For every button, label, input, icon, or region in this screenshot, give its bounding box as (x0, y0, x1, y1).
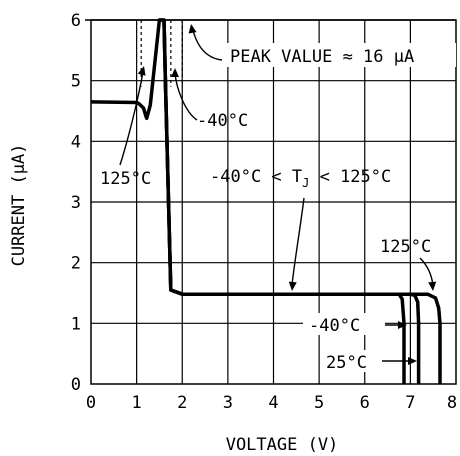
annotation-arrows (119, 24, 437, 365)
arrow-125-left-head (137, 66, 146, 76)
x-tick-label: 2 (177, 393, 187, 413)
arrow-125-right-head (428, 281, 437, 291)
arrow-125-left (119, 71, 144, 166)
annotation-tj-range: -40°C < TJ < 125°C (210, 167, 391, 190)
y-tick-label: 0 (71, 375, 81, 395)
annotation-25c: 25°C (326, 353, 367, 373)
y-tick-label: 3 (71, 193, 81, 213)
annotations: PEAK VALUE ≈ 16 µA -40°C 125°C -40°C < TJ <… (100, 43, 456, 373)
x-tick-label: 0 (86, 393, 96, 413)
y-tick-label: 1 (71, 314, 81, 334)
arrow-25c-head (408, 357, 417, 365)
y-tick-label: 5 (71, 72, 81, 92)
x-tick-label: 5 (314, 393, 324, 413)
y-tick-label: 4 (71, 132, 81, 152)
peak-label-bg (222, 43, 456, 67)
x-tick-label: 3 (223, 393, 233, 413)
arrow-minus40-top (174, 71, 198, 121)
annotation-125-left: 125°C (100, 169, 151, 189)
annotation-tj-part: -40°C < T (210, 167, 302, 187)
x-tick-label: 8 (447, 393, 457, 413)
y-axis-label: CURRENT (µA) (9, 144, 29, 267)
y-tick-label: 6 (71, 11, 81, 31)
x-tick-label: 7 (405, 393, 415, 413)
plot-frame (90, 19, 457, 385)
annotation-125-right: 125°C (380, 237, 431, 257)
arrow-tj-range-head (288, 281, 297, 291)
annotation-tj-sub: J (302, 176, 309, 190)
arrow-peak-value (191, 25, 223, 61)
tick-labels: 0 1 2 3 4 5 6 7 8 0 1 2 3 4 5 6 (71, 11, 457, 413)
label-25-bg (320, 350, 382, 372)
arrow-tj-range (291, 197, 305, 286)
x-axis-label: VOLTAGE (V) (226, 435, 339, 455)
arrow-minus40-right-head (398, 321, 407, 329)
x-tick-label: 4 (268, 393, 278, 413)
annotation-tj-tail: < 125°C (309, 167, 391, 187)
peak-markers (140, 20, 183, 87)
series-line (162, 19, 421, 384)
annotation-minus40-top: -40°C (197, 111, 248, 131)
arrow-minus40-top-head (171, 68, 179, 77)
annotation-peak-value: PEAK VALUE ≈ 16 µA (230, 47, 414, 67)
arrow-peak-value-head (188, 24, 197, 34)
minus40-label-bg (303, 313, 385, 335)
annotation-minus40-right: -40°C (309, 316, 360, 336)
y-tick-label: 2 (71, 254, 81, 274)
x-tick-label: 6 (360, 393, 370, 413)
x-tick-label: 1 (132, 393, 142, 413)
